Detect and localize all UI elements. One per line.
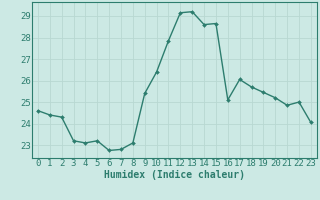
X-axis label: Humidex (Indice chaleur): Humidex (Indice chaleur) xyxy=(104,170,245,180)
